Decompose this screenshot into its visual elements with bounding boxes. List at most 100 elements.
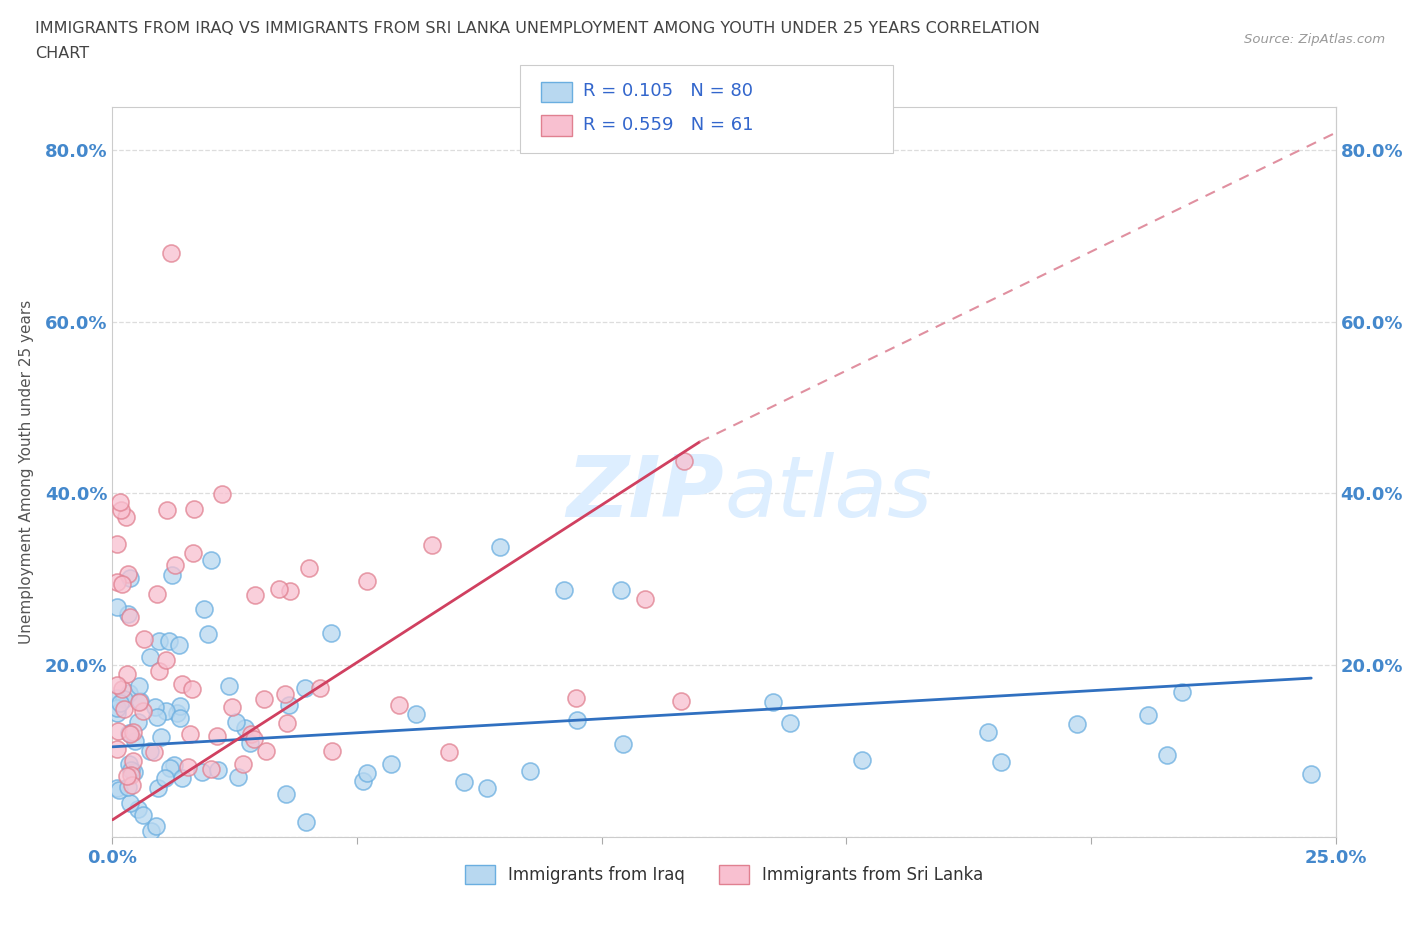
Point [1066,716,1088,731]
Text: CHART: CHART [35,46,89,61]
Point [118,571,141,586]
Point [321,744,343,759]
Point [977,724,1000,739]
Point [159,760,181,775]
Point [156,503,179,518]
Point [105,780,128,795]
Point [205,728,228,743]
Point [274,686,297,701]
Point [163,757,186,772]
Point [226,769,249,784]
Point [139,744,162,759]
Point [155,653,177,668]
Text: Source: ZipAtlas.com: Source: ZipAtlas.com [1244,33,1385,46]
Point [453,775,475,790]
Point [111,577,134,591]
Point [166,706,188,721]
Point [105,537,128,551]
Point [762,695,785,710]
Point [388,698,411,712]
Point [475,780,498,795]
Point [115,667,138,682]
Point [239,736,262,751]
Point [105,600,128,615]
Point [356,765,378,780]
Y-axis label: Unemployment Among Youth under 25 years: Unemployment Among Youth under 25 years [18,299,34,644]
Point [610,582,633,597]
Point [167,637,190,652]
Point [153,770,176,785]
Point [565,713,588,728]
Point [200,552,222,567]
Point [405,707,427,722]
Point [169,711,191,725]
Point [157,633,180,648]
Point [225,714,247,729]
Text: R = 0.559   N = 61: R = 0.559 N = 61 [583,115,754,134]
Point [172,770,194,785]
Point [165,558,187,573]
Point [990,754,1012,769]
Point [148,633,170,648]
Point [243,732,266,747]
Point [172,676,194,691]
Point [148,781,170,796]
Point [105,706,128,721]
Point [233,721,256,736]
Point [169,698,191,713]
Point [110,495,132,510]
Point [121,778,143,793]
Text: atlas: atlas [724,452,932,536]
Point [131,703,153,718]
Point [108,696,131,711]
Point [120,727,142,742]
Point [278,583,301,598]
Point [179,727,201,742]
Point [221,699,243,714]
Point [120,767,142,782]
Point [118,609,141,624]
Point [120,763,142,777]
Point [297,561,319,576]
Point [181,682,204,697]
Point [309,680,332,695]
Point [124,733,146,748]
Point [437,745,460,760]
Point [420,538,443,552]
Point [254,743,277,758]
Point [117,606,139,621]
Point [669,694,692,709]
Point [183,501,205,516]
Point [356,573,378,588]
Point [148,663,170,678]
Point [197,627,219,642]
Point [112,691,135,706]
Point [122,753,145,768]
Point [139,824,162,839]
Point [779,715,801,730]
Point [274,787,297,802]
Point [1301,767,1323,782]
Point [145,818,167,833]
Point [118,795,141,810]
Point [105,575,128,590]
Point [127,714,149,729]
Point [1156,748,1178,763]
Point [110,503,132,518]
Point [146,586,169,601]
Point [672,453,695,468]
Point [105,742,128,757]
Point [117,725,139,740]
Point [107,782,129,797]
Point [278,698,301,713]
Point [488,539,510,554]
Point [145,710,167,724]
Point [149,729,172,744]
Point [211,486,233,501]
Point [115,510,138,525]
Point [128,679,150,694]
Point [117,566,139,581]
Point [183,546,205,561]
Point [122,765,145,780]
Point [105,691,128,706]
